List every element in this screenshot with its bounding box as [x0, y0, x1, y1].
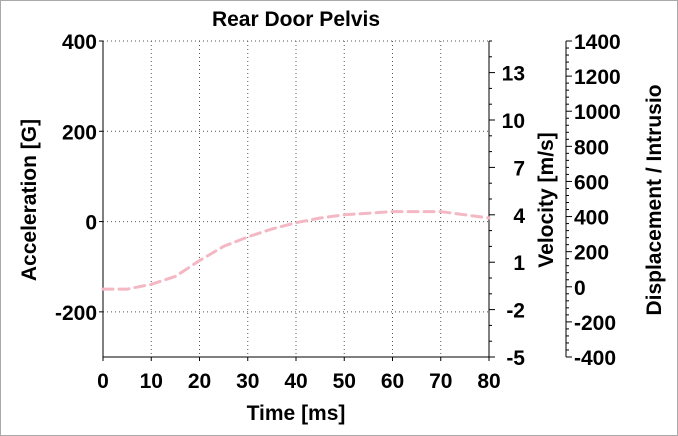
x-tick-label: 20 [188, 370, 211, 393]
x-tick-label: 60 [381, 370, 404, 393]
x-tick-label: 30 [236, 370, 259, 393]
x-tick-label: 0 [97, 370, 109, 393]
y-displacement-tick-label: 1200 [574, 66, 621, 89]
y-left-tick-label: 400 [62, 31, 97, 54]
y-displacement-tick-label: 400 [574, 207, 609, 230]
series-layer [101, 210, 491, 291]
y-displacement-tick-label: 600 [574, 171, 609, 194]
y-velocity-tick-label: 13 [502, 63, 525, 86]
x-tick-label: 70 [429, 370, 452, 393]
y-displacement-tick-label: 1400 [574, 31, 621, 54]
axes [99, 40, 572, 361]
y-displacement-tick-label: -400 [574, 347, 616, 370]
y-velocity-tick-label: 7 [513, 157, 525, 180]
grid-lines [103, 40, 489, 357]
tick-labels: 0 10 20 30 40 50 60 70 80 400 200 0 -200 13 10 7 4 1 -2 -5 1… [55, 31, 621, 393]
y-left-tick-label: -200 [55, 302, 97, 325]
y-displacement-tick-label: 200 [574, 242, 609, 265]
y-velocity-tick-label: 1 [513, 252, 525, 275]
y-axis-left-label: Acceleration [G] [18, 119, 41, 281]
y-axis-displacement-label: Displacement / Intrusio [643, 84, 666, 315]
y-velocity-tick-label: 10 [502, 110, 525, 133]
y-left-tick-label: 200 [62, 121, 97, 144]
y-displacement-tick-label: 800 [574, 136, 609, 159]
x-tick-label: 40 [284, 370, 307, 393]
y-left-tick-label: 0 [85, 212, 97, 235]
y-velocity-tick-label: 4 [513, 205, 525, 228]
y-velocity-tick-label: -2 [506, 300, 525, 323]
x-tick-label: 80 [477, 370, 500, 393]
y-axis-velocity-label: Velocity [m/s] [535, 132, 558, 267]
series-line [101, 210, 491, 291]
y-velocity-tick-label: -5 [506, 347, 525, 370]
chart-title: Rear Door Pelvis [212, 8, 380, 31]
x-tick-label: 50 [333, 370, 356, 393]
y-displacement-tick-label: -200 [574, 312, 616, 335]
x-axis-label: Time [ms] [247, 402, 346, 425]
y-displacement-tick-label: 0 [574, 277, 586, 300]
y-displacement-tick-label: 1000 [574, 101, 621, 124]
x-tick-label: 10 [140, 370, 163, 393]
